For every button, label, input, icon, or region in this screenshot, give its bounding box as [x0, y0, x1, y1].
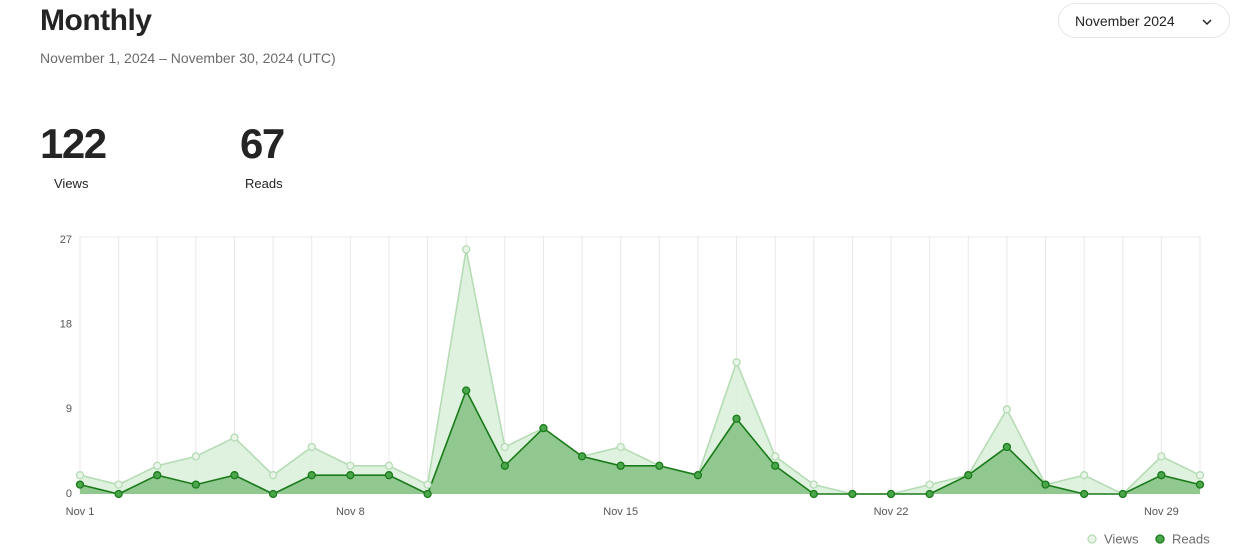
data-point	[1079, 489, 1089, 499]
data-point	[307, 442, 316, 452]
x-tick-label: Nov 22	[874, 506, 909, 518]
y-tick-label: 27	[60, 234, 72, 246]
data-point	[1079, 471, 1089, 480]
stat-number: 122	[40, 120, 107, 167]
data-point	[577, 452, 587, 461]
chevron	[1202, 19, 1212, 26]
data-point	[191, 452, 201, 461]
data-point	[964, 471, 973, 480]
y-tick-label: 9	[66, 403, 72, 415]
data-point	[693, 471, 703, 480]
data-point	[191, 480, 201, 489]
data-point	[384, 461, 394, 470]
month-dropdown[interactable]: November 2024	[1058, 3, 1230, 38]
x-tick-label: Nov 29	[1144, 506, 1179, 518]
x-tick-label: Nov 15	[603, 506, 638, 518]
data-point	[153, 471, 162, 480]
data-point	[346, 471, 355, 480]
y-tick-label: 18	[60, 319, 72, 331]
legend-label: Views	[1104, 531, 1139, 546]
data-point	[153, 461, 162, 470]
data-point	[1195, 471, 1205, 480]
data-point	[384, 471, 394, 480]
dropdown-label: November 2024	[1075, 12, 1175, 29]
page-title: Monthly	[40, 4, 152, 37]
stat-label: Views	[54, 176, 89, 191]
area-line	[79, 388, 1201, 496]
data-point	[809, 480, 818, 489]
legend-swatch	[1155, 534, 1165, 544]
data-point	[886, 489, 896, 499]
data-point	[1002, 405, 1012, 414]
legend-swatch	[1087, 534, 1097, 544]
data-point	[1002, 442, 1012, 452]
data-point	[616, 461, 625, 470]
stat-number: 67	[240, 120, 285, 167]
data-point	[925, 489, 934, 499]
data-point	[1195, 480, 1205, 489]
data-point	[423, 480, 432, 489]
data-point	[114, 489, 123, 499]
data-point	[423, 489, 432, 499]
legend-label: Reads	[1172, 531, 1210, 546]
data-point	[1041, 480, 1050, 489]
data-point	[268, 471, 278, 480]
x-tick-label: Nov 8	[336, 506, 365, 518]
data-point	[462, 245, 471, 254]
data-point	[539, 423, 548, 433]
data-point	[771, 461, 780, 470]
data-point	[230, 433, 239, 442]
area-fill	[80, 249, 1200, 494]
data-point	[114, 480, 123, 489]
stat-label: Reads	[245, 176, 283, 191]
data-point	[462, 386, 471, 395]
x-tick-label: Nov 1	[66, 506, 95, 518]
data-point	[346, 461, 355, 470]
data-point	[1118, 489, 1127, 499]
data-point	[925, 480, 934, 489]
data-point	[655, 461, 664, 470]
data-point	[307, 471, 316, 480]
data-point	[732, 358, 741, 367]
data-point	[771, 452, 780, 461]
data-point	[500, 461, 509, 470]
y-tick-label: 0	[66, 488, 72, 500]
data-point	[268, 489, 278, 499]
data-point	[732, 414, 741, 423]
data-point	[809, 489, 818, 499]
area-line	[79, 249, 1201, 495]
data-point	[1157, 471, 1166, 480]
data-point	[230, 471, 239, 480]
data-point	[500, 442, 509, 452]
data-point	[616, 442, 625, 452]
date-range: November 1, 2024 – November 30, 2024 (UT…	[40, 50, 336, 66]
data-point	[1157, 452, 1166, 461]
data-point	[75, 480, 85, 489]
data-point	[75, 471, 85, 480]
data-point	[848, 489, 857, 499]
